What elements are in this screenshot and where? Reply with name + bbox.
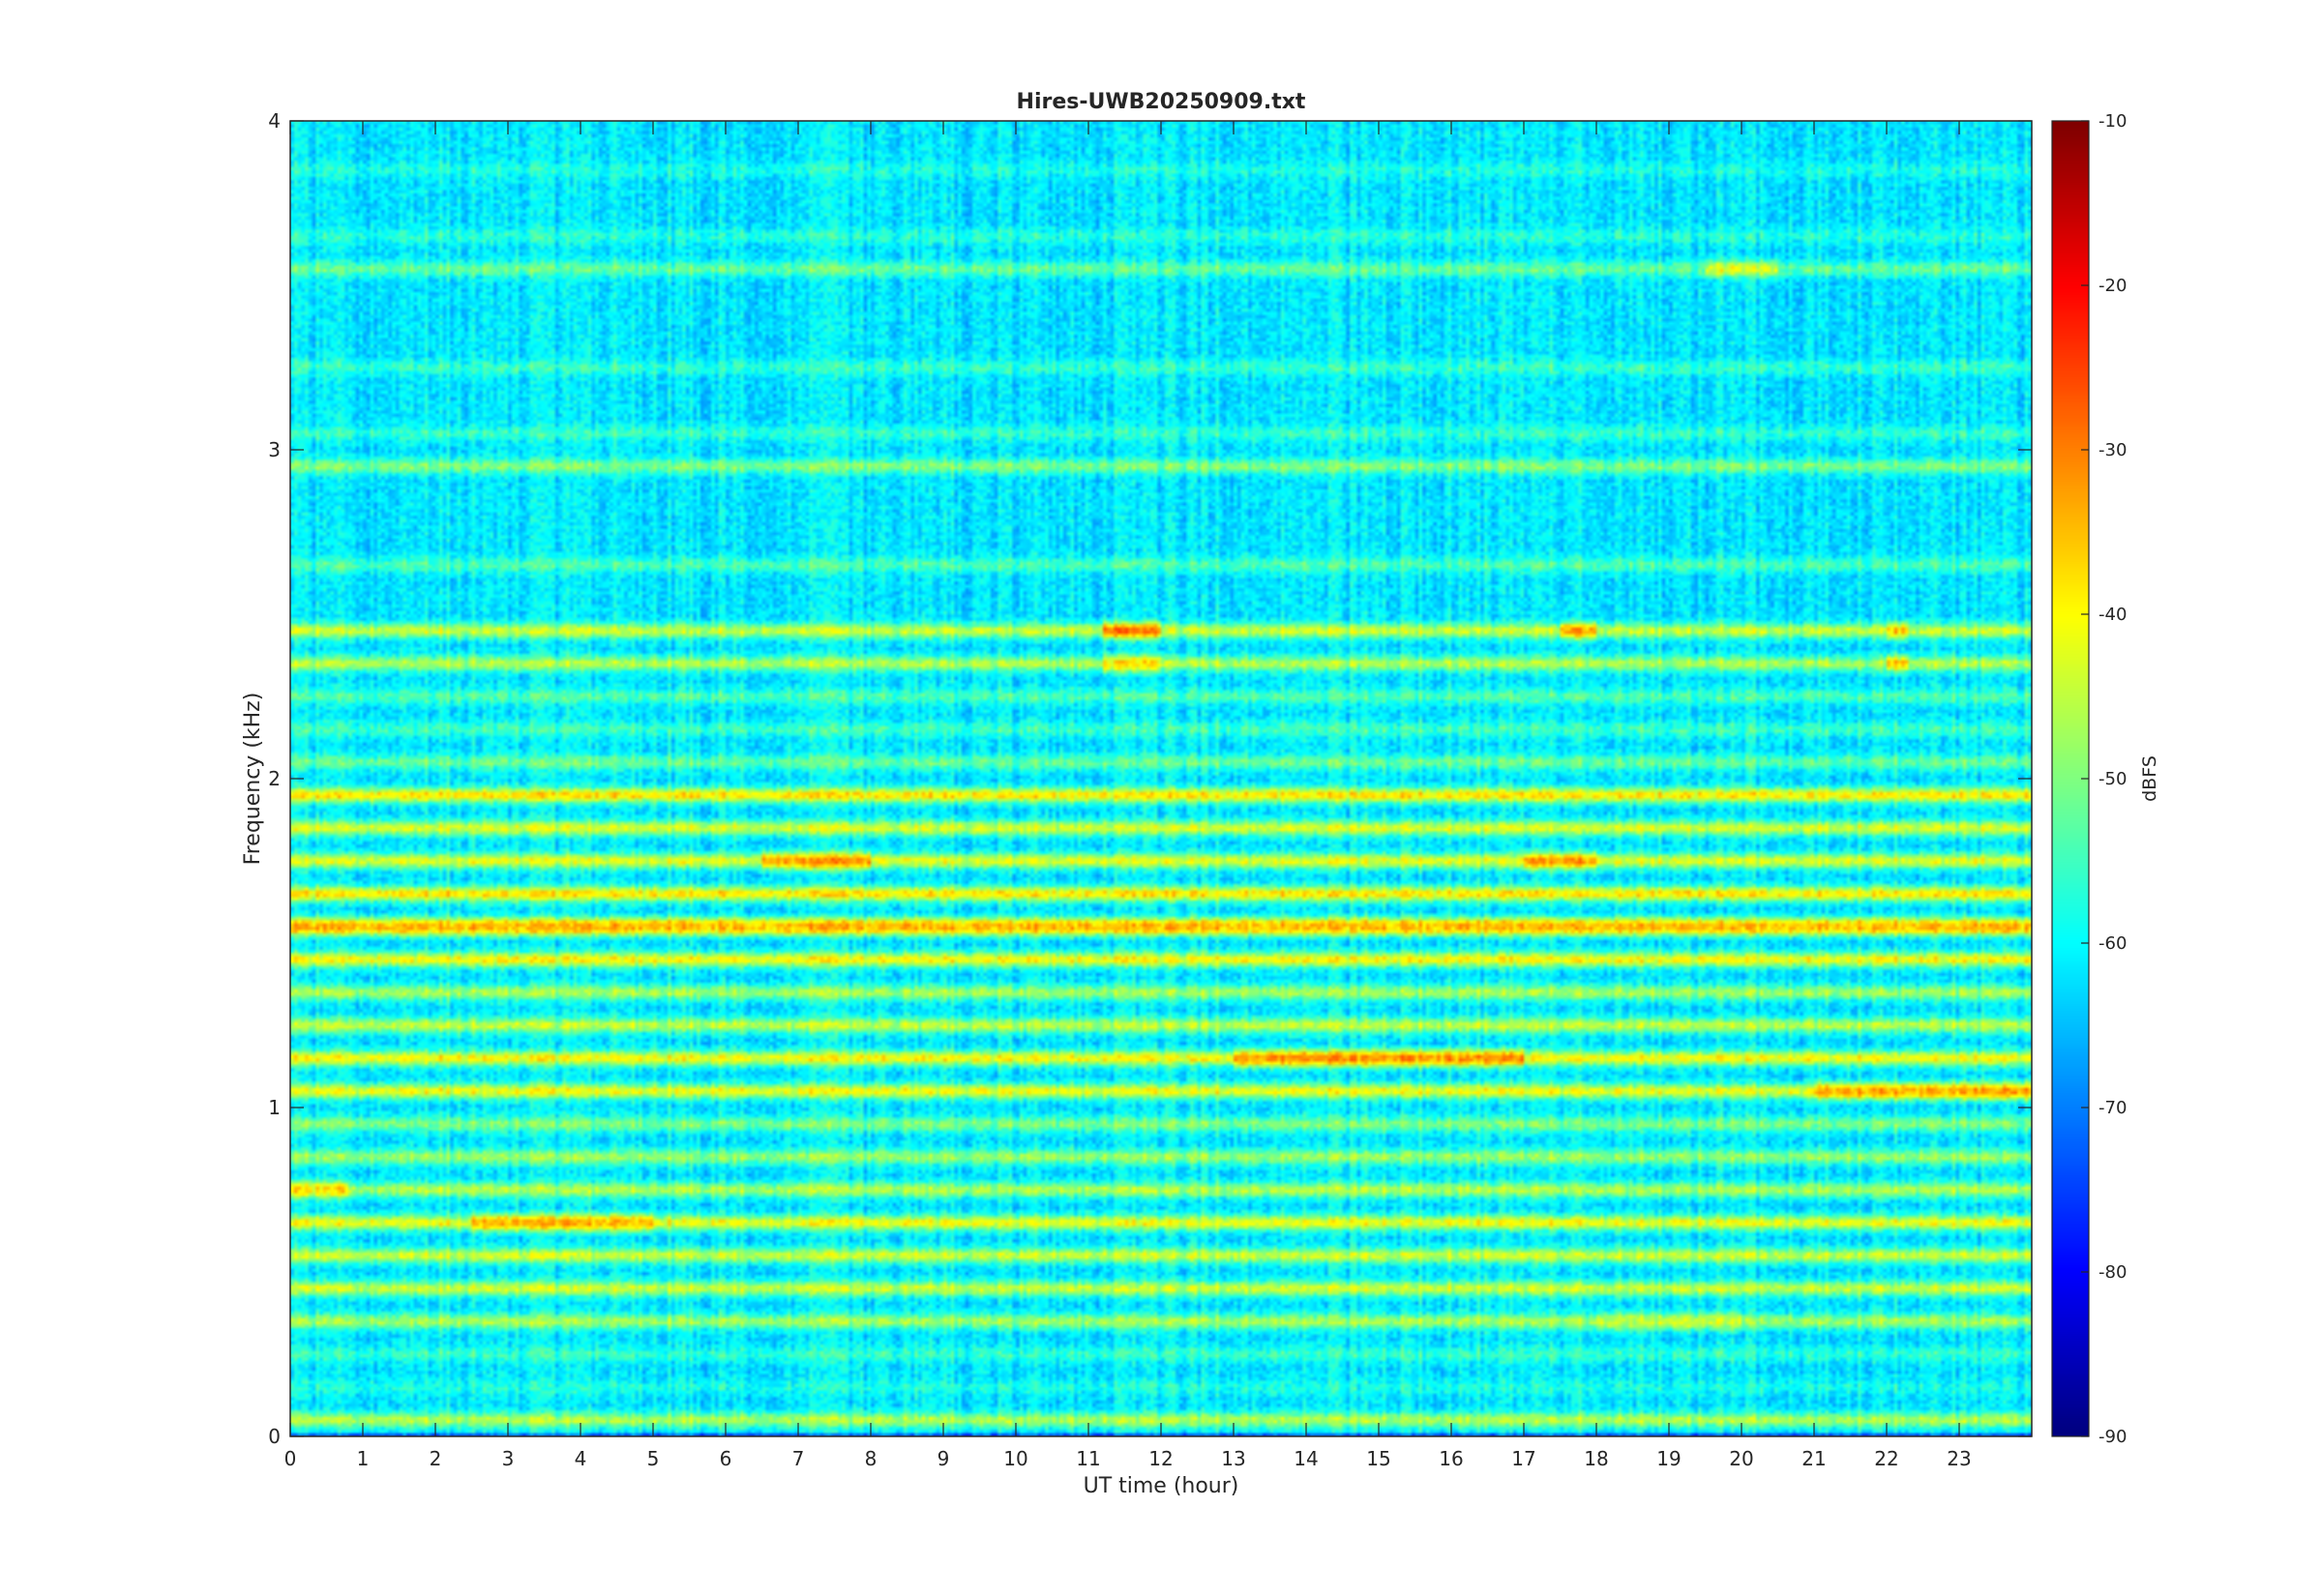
heatmap-cells [290,121,2032,1436]
x-tick-label: 8 [865,1447,878,1470]
x-tick-label: 15 [1366,1447,1390,1470]
x-tick-label: 4 [575,1447,587,1470]
x-tick-label: 23 [1947,1447,1971,1470]
colorbar-tick-label: -30 [2099,440,2127,460]
colorbar-tick-label: -90 [2099,1427,2127,1447]
x-tick-label: 19 [1656,1447,1681,1470]
x-tick-label: 6 [720,1447,732,1470]
x-tick-label: 5 [647,1447,660,1470]
plot-area [289,120,2033,1437]
y-axis-label: Frequency (kHz) [241,693,265,866]
y-tick-label: 0 [268,1425,281,1448]
x-tick-label: 2 [430,1447,442,1470]
colorbar-tick-label: -40 [2099,605,2127,625]
x-tick-label: 18 [1584,1447,1608,1470]
x-tick-label: 12 [1148,1447,1173,1470]
colorbar-tick-label: -60 [2099,933,2127,954]
y-tick-label: 4 [268,109,281,133]
x-tick-label: 13 [1221,1447,1245,1470]
colorbar-tick-label: -10 [2099,111,2127,132]
x-tick-label: 22 [1874,1447,1898,1470]
colorbar-tick-label: -50 [2099,769,2127,789]
x-tick-label: 20 [1729,1447,1753,1470]
y-axis: 0 1 2 3 4 [268,109,2032,1448]
x-tick-label: 17 [1511,1447,1535,1470]
colorbar-tick-label: -70 [2099,1098,2127,1118]
x-tick-label: 3 [502,1447,515,1470]
y-tick-label: 1 [268,1096,281,1119]
colorbar-tick-label: -20 [2099,276,2127,296]
colorbar-tick-label: -80 [2099,1262,2127,1283]
colorbar-ticks: -90 -80 -70 -60 -50 -40 -30 -20 -10 [2081,111,2127,1447]
colorbar: -90 -80 -70 -60 -50 -40 -30 -20 -10 dBFS [2051,111,2160,1447]
x-tick-label: 10 [1003,1447,1027,1470]
x-tick-label: 21 [1801,1447,1826,1470]
y-tick-label: 3 [268,438,281,461]
x-tick-label: 9 [938,1447,950,1470]
x-tick-label: 14 [1294,1447,1318,1470]
colorbar-label: dBFS [2139,755,2160,802]
y-tick-label: 2 [268,767,281,790]
x-axis-label: UT time (hour) [1084,1474,1239,1498]
x-tick-label: 1 [357,1447,370,1470]
chart-title: Hires-UWB20250909.txt [1017,90,1306,114]
x-axis: 0 1 2 3 4 5 6 7 8 9 10 11 12 13 14 15 16 17 18 19 20 21 22 23 [284,121,1972,1470]
x-tick-label: 16 [1439,1447,1463,1470]
x-tick-label: 0 [284,1447,297,1470]
x-tick-label: 11 [1076,1447,1100,1470]
x-tick-label: 7 [792,1447,805,1470]
